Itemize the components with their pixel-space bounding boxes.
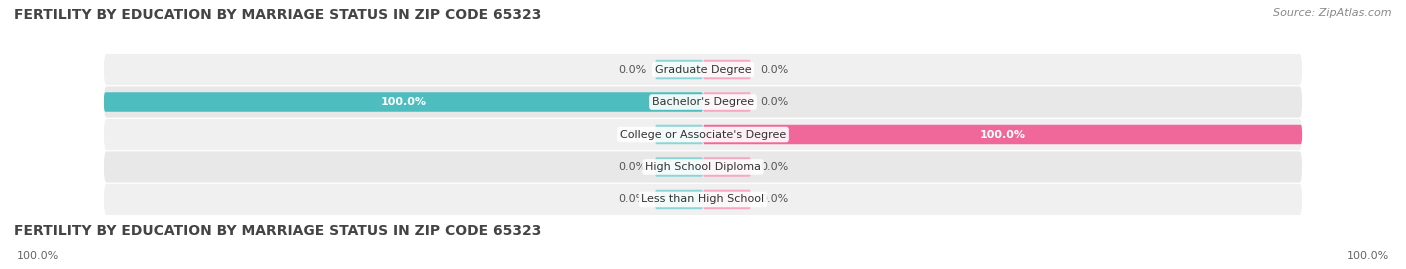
Text: 0.0%: 0.0% xyxy=(617,194,647,204)
Text: 0.0%: 0.0% xyxy=(759,162,789,172)
FancyBboxPatch shape xyxy=(104,151,1302,183)
Text: Less than High School: Less than High School xyxy=(641,194,765,204)
Text: 100.0%: 100.0% xyxy=(381,97,426,107)
Text: 0.0%: 0.0% xyxy=(617,129,647,140)
FancyBboxPatch shape xyxy=(703,125,1302,144)
FancyBboxPatch shape xyxy=(655,60,703,79)
Text: 0.0%: 0.0% xyxy=(759,97,789,107)
FancyBboxPatch shape xyxy=(655,190,703,209)
Text: 0.0%: 0.0% xyxy=(617,162,647,172)
Text: Bachelor's Degree: Bachelor's Degree xyxy=(652,97,754,107)
FancyBboxPatch shape xyxy=(655,125,703,144)
FancyBboxPatch shape xyxy=(104,54,1302,85)
FancyBboxPatch shape xyxy=(703,157,751,177)
FancyBboxPatch shape xyxy=(104,119,1302,150)
FancyBboxPatch shape xyxy=(703,60,751,79)
FancyBboxPatch shape xyxy=(703,190,751,209)
FancyBboxPatch shape xyxy=(703,92,751,112)
Text: 100.0%: 100.0% xyxy=(980,129,1025,140)
Text: FERTILITY BY EDUCATION BY MARRIAGE STATUS IN ZIP CODE 65323: FERTILITY BY EDUCATION BY MARRIAGE STATU… xyxy=(14,8,541,22)
FancyBboxPatch shape xyxy=(104,184,1302,215)
Text: FERTILITY BY EDUCATION BY MARRIAGE STATUS IN ZIP CODE 65323: FERTILITY BY EDUCATION BY MARRIAGE STATU… xyxy=(14,224,541,238)
Text: 0.0%: 0.0% xyxy=(759,194,789,204)
Text: High School Diploma: High School Diploma xyxy=(645,162,761,172)
Text: 100.0%: 100.0% xyxy=(1347,251,1389,261)
FancyBboxPatch shape xyxy=(104,92,703,112)
Text: 0.0%: 0.0% xyxy=(617,65,647,75)
Text: Source: ZipAtlas.com: Source: ZipAtlas.com xyxy=(1274,8,1392,18)
Text: 100.0%: 100.0% xyxy=(17,251,59,261)
FancyBboxPatch shape xyxy=(104,86,1302,118)
FancyBboxPatch shape xyxy=(655,157,703,177)
Text: College or Associate's Degree: College or Associate's Degree xyxy=(620,129,786,140)
Text: 0.0%: 0.0% xyxy=(759,65,789,75)
Text: Graduate Degree: Graduate Degree xyxy=(655,65,751,75)
